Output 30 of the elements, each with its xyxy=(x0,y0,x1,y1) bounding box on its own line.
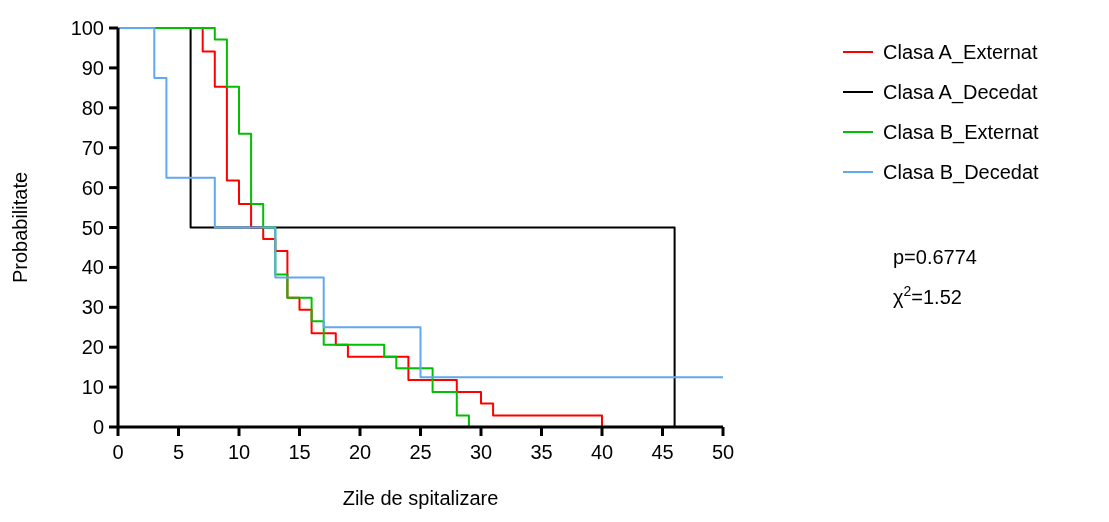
y-tick-label: 30 xyxy=(81,296,104,319)
x-tick-label: 25 xyxy=(409,441,432,463)
y-tick-label: 90 xyxy=(81,56,104,79)
legend-label: Clasa B_Externat xyxy=(883,121,1040,144)
y-tick-label: 70 xyxy=(81,136,104,159)
x-tick-label: 15 xyxy=(288,441,311,463)
y-tick-label: 40 xyxy=(81,256,104,279)
y-tick-label: 0 xyxy=(92,416,104,438)
legend-label: Clasa B_Decedat xyxy=(883,161,1040,184)
legend-label: Clasa A_Decedat xyxy=(883,81,1038,104)
x-tick-label: 45 xyxy=(651,441,674,463)
x-tick-label: 10 xyxy=(227,441,251,463)
x-tick-label: 35 xyxy=(530,441,553,463)
x-tick-label: 20 xyxy=(348,441,372,463)
y-tick-label: 20 xyxy=(81,336,104,359)
y-tick-label: 80 xyxy=(81,96,104,119)
y-tick-label: 60 xyxy=(81,176,104,199)
legend-label: Clasa A_Externat xyxy=(883,41,1038,64)
text: p=0.6774 xyxy=(893,246,977,268)
x-tick-label: 5 xyxy=(172,441,185,463)
x-tick-label: 30 xyxy=(469,441,493,463)
x-tick-label: 0 xyxy=(112,441,124,463)
y-tick-label: 50 xyxy=(81,216,104,239)
y-tick-label: 100 xyxy=(70,17,104,39)
x-axis-title: Zile de spitalizare xyxy=(342,487,499,509)
x-tick-label: 40 xyxy=(590,441,614,463)
x-tick-label: 50 xyxy=(711,441,735,463)
y-axis-title: Probabilitate xyxy=(9,171,31,284)
y-tick-label: 10 xyxy=(81,376,104,399)
text: χ$^{2}$=1.52 xyxy=(893,283,962,308)
